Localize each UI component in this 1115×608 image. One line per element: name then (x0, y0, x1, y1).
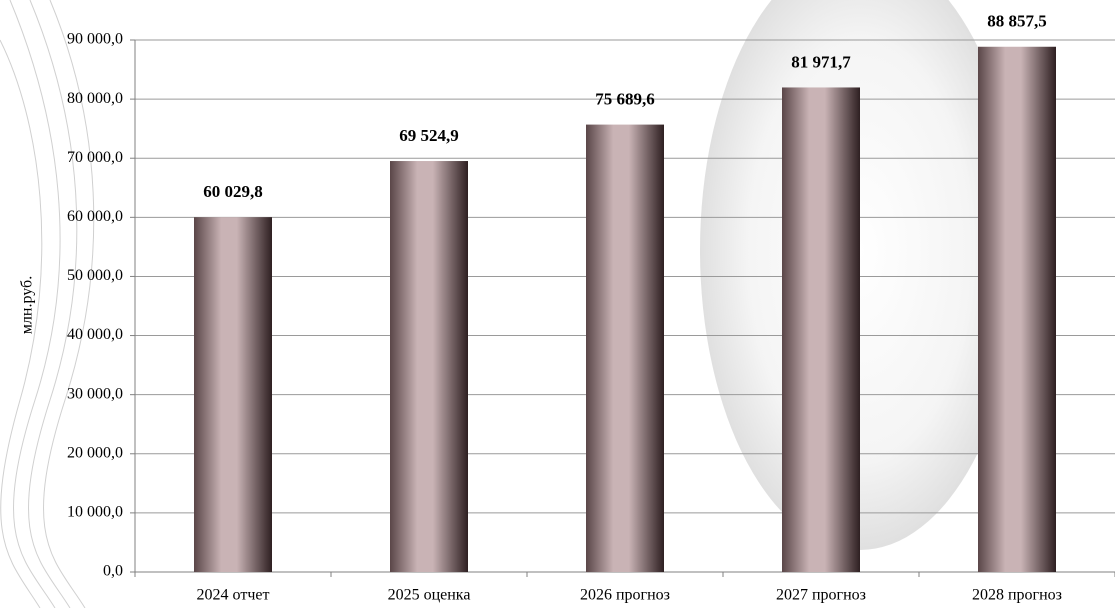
value-label: 75 689,6 (595, 89, 655, 108)
y-tick-label: 70 000,0 (67, 149, 123, 166)
bar (978, 46, 1056, 573)
x-tick-label: 2027 прогноз (776, 587, 866, 604)
bar (586, 124, 664, 572)
y-tick-label: 0,0 (103, 563, 123, 580)
decor-lines (0, 0, 95, 608)
bar (194, 217, 272, 573)
x-tick-label: 2024 отчет (197, 587, 270, 604)
x-tick-label: 2028 прогноз (972, 587, 1062, 604)
value-label: 88 857,5 (987, 12, 1047, 31)
y-tick-label: 30 000,0 (67, 385, 123, 402)
y-tick-label: 90 000,0 (67, 31, 123, 48)
y-tick-label: 50 000,0 (67, 267, 123, 284)
y-tick-label: 40 000,0 (67, 326, 123, 343)
bar (390, 161, 468, 573)
y-axis-label: млн.руб. (19, 276, 36, 334)
value-label: 81 971,7 (791, 52, 851, 71)
bar (782, 87, 860, 572)
y-tick-label: 20 000,0 (67, 444, 123, 461)
x-tick-label: 2025 оценка (388, 587, 471, 604)
value-label: 60 029,8 (203, 182, 263, 201)
value-label: 69 524,9 (399, 126, 459, 145)
y-tick-label: 80 000,0 (67, 90, 123, 107)
y-tick-label: 10 000,0 (67, 504, 123, 521)
x-tick-label: 2026 прогноз (580, 587, 670, 604)
y-tick-label: 60 000,0 (67, 208, 123, 225)
